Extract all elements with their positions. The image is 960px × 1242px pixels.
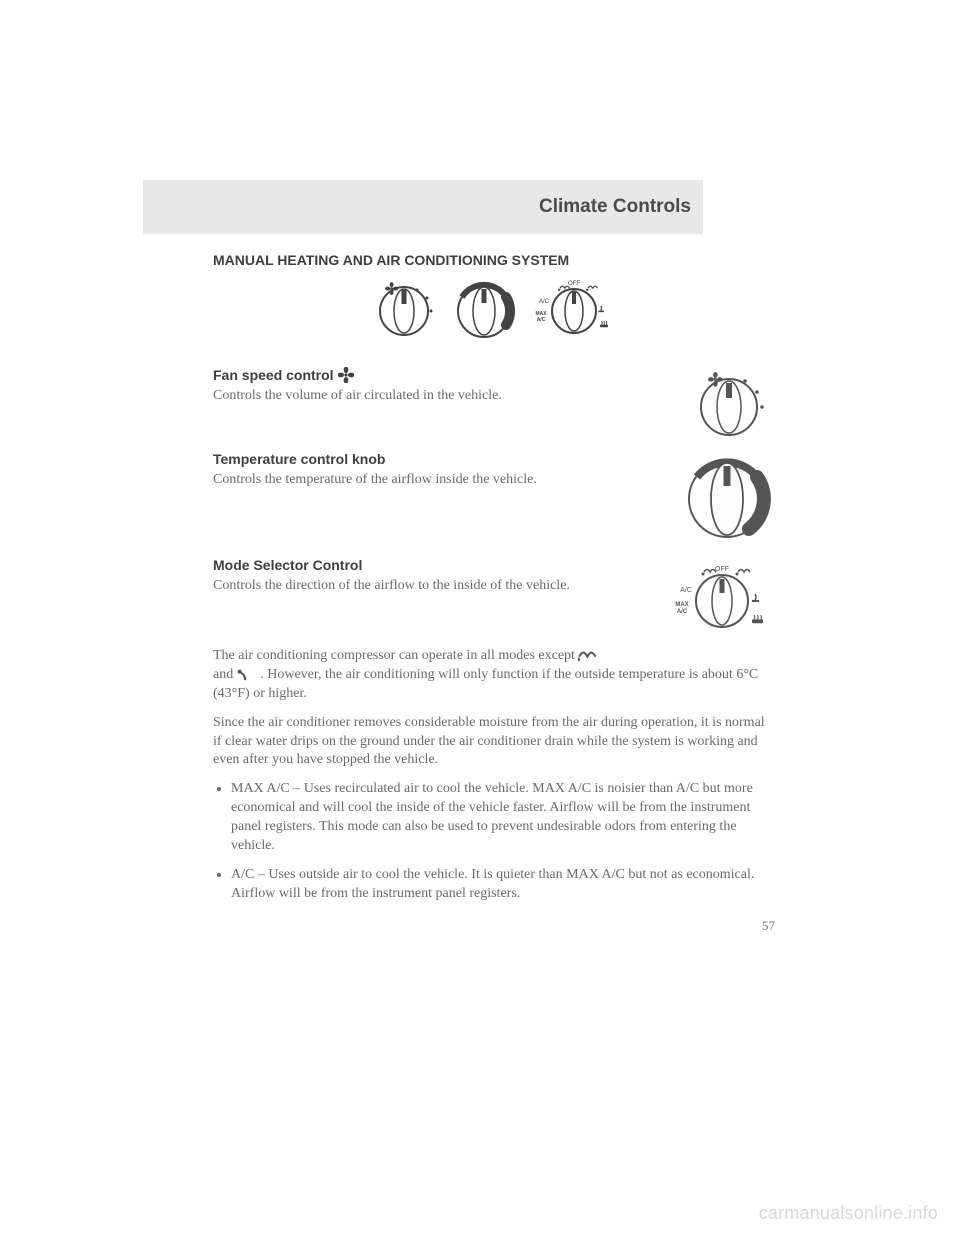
temperature-knob-figure: [679, 451, 775, 545]
fan-heading-text: Fan speed control: [213, 367, 334, 383]
page: Climate Controls MANUAL HEATING AND AIR …: [0, 0, 960, 934]
fan-knob-figure: [689, 367, 775, 439]
svg-text:A/C: A/C: [680, 587, 692, 594]
svg-text:A/C: A/C: [677, 609, 688, 615]
paragraph-1: The air conditioning compressor can oper…: [213, 647, 775, 704]
header-title: Climate Controls: [539, 196, 691, 218]
mode-body: Controls the direction of the airflow to…: [213, 577, 625, 596]
temp-body: Controls the temperature of the airflow …: [213, 471, 635, 490]
paragraph-2: Since the air conditioner removes consid…: [213, 714, 775, 771]
page-number: 57: [213, 918, 775, 934]
floor-vent-icon: [237, 668, 257, 682]
watermark: carmanualsonline.info: [759, 1203, 938, 1224]
bullet-item-max-ac: MAX A/C – Uses recirculated air to cool …: [231, 780, 775, 856]
mode-knob-figure: OFF A/C MAX A/C: [669, 557, 775, 639]
top-dials-figure: OFF A/C MAX A/C: [213, 274, 775, 349]
header-bar: Climate Controls: [143, 180, 703, 234]
svg-text:A/C: A/C: [537, 317, 546, 323]
svg-text:OFF: OFF: [715, 566, 729, 573]
section-title: MANUAL HEATING AND AIR CONDITIONING SYST…: [213, 252, 775, 268]
fan-heading: Fan speed control: [213, 367, 645, 383]
mode-heading: Mode Selector Control: [213, 557, 625, 573]
panel-vent-icon: [578, 649, 598, 663]
para1-a: The air conditioning compressor can oper…: [213, 648, 578, 663]
mode-selector-section: Mode Selector Control Controls the direc…: [213, 557, 775, 639]
fan-speed-section: Fan speed control Controls the volume of…: [213, 367, 775, 439]
dials-panel-icon: OFF A/C MAX A/C: [364, 274, 624, 344]
para1-b: and: [213, 667, 237, 682]
fan-icon: [338, 367, 354, 383]
para1-c: . However, the air conditioning will onl…: [213, 667, 758, 701]
svg-text:MAX: MAX: [675, 602, 688, 608]
svg-text:A/C: A/C: [539, 299, 550, 305]
fan-body: Controls the volume of air circulated in…: [213, 387, 645, 406]
svg-text:OFF: OFF: [568, 281, 580, 287]
bullet-list: MAX A/C – Uses recirculated air to cool …: [213, 780, 775, 903]
temperature-section: Temperature control knob Controls the te…: [213, 451, 775, 545]
temp-heading: Temperature control knob: [213, 451, 635, 467]
bullet-item-ac: A/C – Uses outside air to cool the vehic…: [231, 866, 775, 904]
